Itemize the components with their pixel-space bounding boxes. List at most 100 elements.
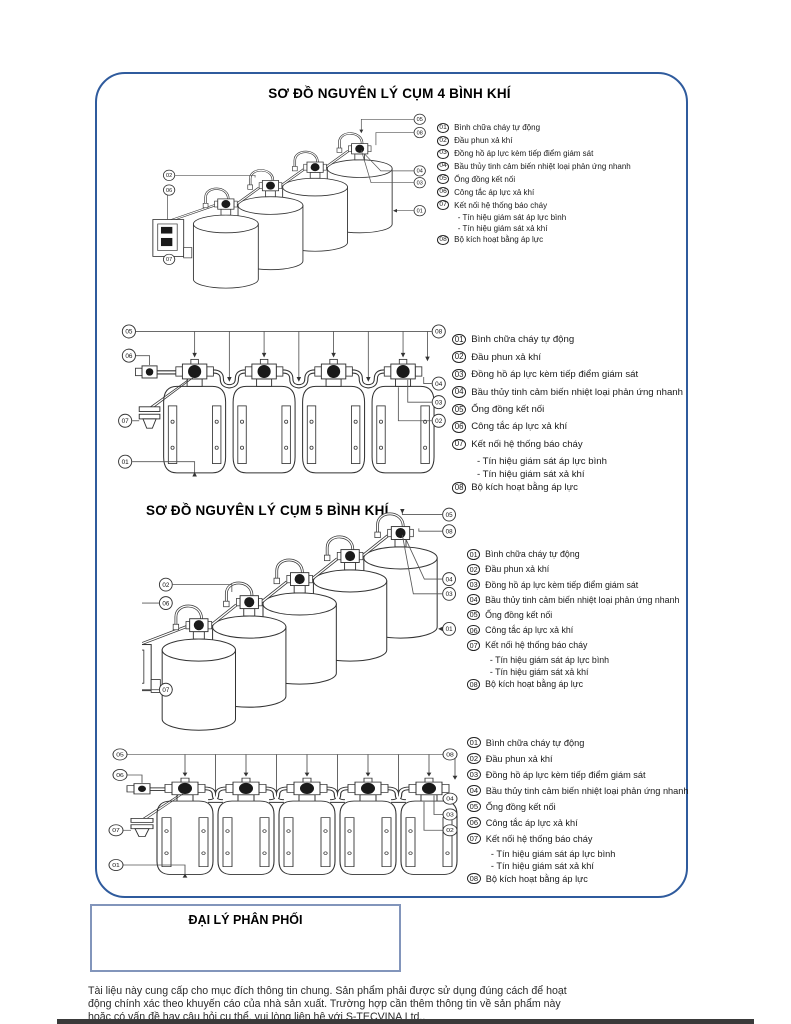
legend-item-03: 03 Đồng hồ áp lực kèm tiếp điểm giám sát [467, 579, 679, 590]
diagram-cluster5-perspective: 05 08 04 03 01 02 06 07 [142, 507, 456, 731]
callout-06: 06 [121, 348, 136, 363]
svg-text:05: 05 [417, 117, 423, 123]
legend-item-07: 07 Kết nối hệ thống báo cháy [437, 200, 631, 211]
legend-item-number: 02 [437, 135, 450, 146]
legend-item-07: 07 Kết nối hệ thống báo cháy [467, 833, 689, 845]
legend-item-text: Công tắc áp lực xả khí [454, 187, 535, 197]
legend-item-01: 01 Bình chữa cháy tự động [467, 737, 689, 749]
legend-item-number: 05 [452, 403, 467, 416]
legend-item-text: Đầu phun xả khí [454, 136, 513, 146]
legend-item-05: 05 Ống đồng kết nối [452, 403, 683, 416]
distributor-box: ĐẠI LÝ PHÂN PHỐI [90, 904, 401, 972]
svg-text:08: 08 [446, 528, 453, 535]
legend-item-number: 02 [467, 753, 481, 765]
callout-07: 07 [158, 682, 173, 697]
legend-item-text: Bình chữa cháy tự động [471, 334, 575, 346]
svg-text:01: 01 [112, 863, 120, 869]
legend-item-subtext: - Tín hiệu giám sát xả khí [476, 469, 585, 481]
svg-text:08: 08 [417, 131, 423, 137]
svg-text:03: 03 [435, 399, 443, 406]
legend-item-text: Ống đồng kết nối [454, 174, 516, 184]
svg-text:04: 04 [446, 796, 454, 802]
callout-07: 07 [108, 824, 124, 837]
callout-04: 04 [413, 165, 426, 177]
legend-item-text: Kết nối hệ thống báo cháy [454, 200, 548, 210]
svg-text:07: 07 [112, 828, 120, 834]
svg-text:01: 01 [417, 209, 423, 215]
legend-item-06: 06 Công tắc áp lực xả khí [467, 624, 679, 636]
legend-item-text: Bộ kích hoạt bằng áp lực [454, 235, 544, 245]
legend-item-number: 05 [437, 174, 450, 185]
legend-item-08: 08 Bộ kích hoạt bằng áp lực [437, 235, 631, 245]
distributor-title: ĐẠI LÝ PHÂN PHỐI [188, 913, 303, 927]
legend-item-04: 04 Bầu thủy tinh cảm biến nhiệt loại phản… [467, 594, 680, 606]
legend-item-04: 04 Bầu thủy tinh cảm biến nhiệt loại phản… [452, 386, 683, 398]
legend-item-07: 07 Kết nối hệ thống báo cháy [452, 438, 683, 451]
callout-08: 08 [442, 524, 456, 539]
legend-item-number: 01 [467, 549, 481, 560]
footer-line: Tài liệu này cung cấp cho mục đích thông… [88, 985, 567, 997]
legend-item-text: Bình chữa cháy tự động [454, 123, 541, 133]
svg-text:08: 08 [446, 752, 454, 758]
legend-item-text: Kết nối hệ thống báo cháy [485, 833, 593, 844]
legend-item-text: Bầu thủy tinh cảm biến nhiệt loại phản ứ… [485, 594, 680, 605]
diagram-cluster4-front: 05 06 07 01 08 04 03 02 [118, 324, 446, 477]
legend-item-number: 04 [452, 386, 467, 398]
svg-text:01: 01 [122, 459, 130, 466]
svg-text:05: 05 [116, 752, 124, 758]
legend-item-number: 06 [467, 817, 481, 829]
svg-text:01: 01 [446, 626, 453, 633]
legend-item-subtext: - Tín hiệu giám sát xả khí [490, 861, 594, 872]
legend-item-number: 05 [467, 609, 481, 621]
legend-item-05: 05 Ống đồng kết nối [437, 174, 631, 185]
callout-08: 08 [431, 324, 446, 339]
callout-03: 03 [413, 177, 426, 189]
legend-item-text: Ống đồng kết nối [485, 609, 553, 620]
legend-item-text: Kết nối hệ thống báo cháy [485, 640, 588, 651]
legend-item-number: 07 [467, 639, 481, 651]
legend-item-04: 04 Bầu thủy tinh cảm biến nhiệt loại phản… [437, 161, 631, 172]
callout-02: 02 [442, 824, 458, 837]
legend-item-number: 04 [467, 785, 481, 797]
callout-02: 02 [163, 169, 176, 181]
legend-item-text: Bộ kích hoạt bằng áp lực [485, 873, 588, 884]
legend-item-number: 02 [452, 351, 467, 363]
legend-item-subtext: - Tín hiệu giám sát áp lực bình [490, 849, 616, 860]
callout-07: 07 [163, 253, 176, 265]
legend-item-text: Bộ kích hoạt bằng áp lực [485, 679, 584, 690]
legend-item-number: 04 [437, 161, 450, 172]
diagram-cluster5-front: 05 06 07 01 08 04 03 02 [108, 748, 458, 878]
legend-item-number: 08 [437, 235, 450, 245]
legend-item-01: 01 Bình chữa cháy tự động [452, 334, 683, 346]
callout-05: 05 [121, 324, 136, 339]
svg-text:04: 04 [417, 169, 423, 175]
legend-item-07: 07 Kết nối hệ thống báo cháy [467, 639, 679, 651]
callout-08: 08 [413, 127, 426, 139]
svg-text:07: 07 [166, 257, 172, 263]
callout-07: 07 [118, 413, 133, 428]
callout-08: 08 [442, 748, 458, 761]
legend-item-03: 03 Đồng hồ áp lực kèm tiếp điểm giám sát [452, 368, 683, 381]
legend-cluster4-perspective: 01 Bình chữa cháy tự động 02 Đầu phun xả kh… [437, 123, 631, 248]
legend-item-text: Đầu phun xả khí [471, 351, 542, 363]
svg-text:05: 05 [125, 329, 133, 336]
legend-item-text: Đồng hồ áp lực kèm tiếp điểm giám sát [454, 149, 594, 159]
legend-item-08: 08 Bộ kích hoạt bằng áp lực [467, 679, 679, 690]
legend-item-text: Đồng hồ áp lực kèm tiếp điểm giám sát [471, 369, 639, 381]
svg-text:07: 07 [162, 687, 169, 694]
svg-text:06: 06 [162, 600, 169, 607]
legend-item-number: 01 [467, 737, 481, 749]
svg-text:02: 02 [435, 418, 443, 425]
legend-item-number: 03 [467, 769, 481, 781]
callout-06: 06 [112, 769, 128, 781]
legend-item-subtext: - Tín hiệu giám sát áp lực bình [476, 456, 607, 468]
legend-item-06: 06 Công tắc áp lực xả khí [452, 421, 683, 433]
legend-item-text: Ống đồng kết nối [471, 403, 545, 415]
callout-01: 01 [118, 454, 133, 469]
callout-01: 01 [442, 621, 456, 636]
svg-text:08: 08 [435, 329, 443, 336]
legend-item-01: 01 Bình chữa cháy tự động [467, 549, 679, 560]
legend-item-number: 03 [437, 148, 450, 159]
legend-item-number: 07 [467, 833, 481, 845]
svg-text:04: 04 [435, 381, 443, 388]
